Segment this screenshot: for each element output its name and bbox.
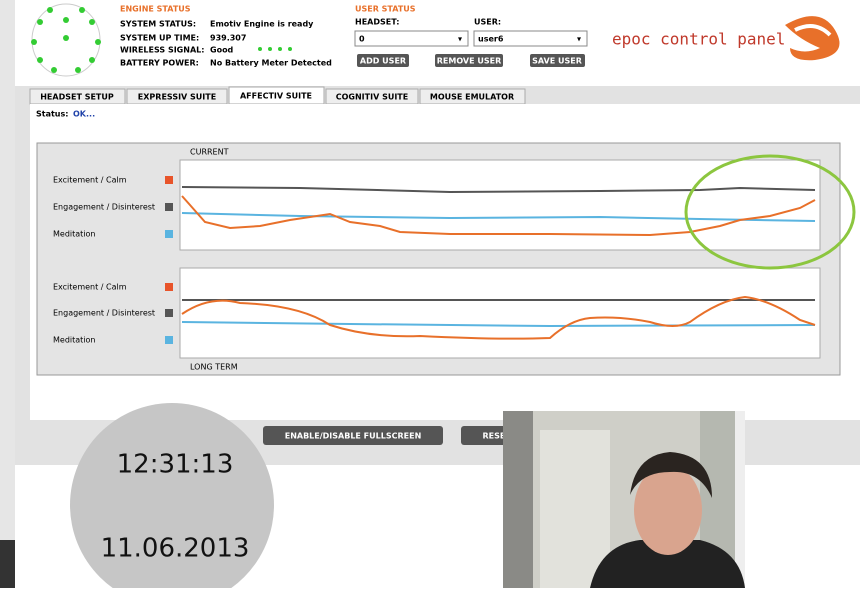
legend-label: Excitement / Calm bbox=[53, 283, 127, 292]
plot-area bbox=[179, 267, 821, 359]
webcam-view bbox=[503, 411, 745, 588]
tabs: HEADSET SETUP EXPRESSIV SUITE AFFECTIV S… bbox=[29, 86, 526, 105]
legend-label: Engagement / Disinterest bbox=[53, 203, 155, 212]
status-label: Status: bbox=[36, 110, 68, 119]
headset-value: 0 bbox=[359, 35, 365, 44]
user-select[interactable] bbox=[473, 30, 588, 47]
user-status-title: USER STATUS bbox=[355, 5, 416, 14]
button[interactable] bbox=[263, 426, 443, 445]
clock-circle bbox=[70, 403, 274, 592]
status-value: OK... bbox=[73, 110, 95, 119]
engine-status-title: ENGINE STATUS bbox=[120, 5, 191, 14]
tab-label: AFFECTIV SUITE bbox=[240, 92, 312, 101]
label: WIRELESS SIGNAL: bbox=[120, 46, 204, 55]
button-label: SAVE USER bbox=[532, 57, 582, 66]
label: USER: bbox=[474, 18, 501, 27]
engagement-line bbox=[181, 186, 816, 194]
legend-swatch bbox=[165, 230, 173, 238]
legend-label: Excitement / Calm bbox=[53, 176, 127, 185]
value: 939.307 bbox=[210, 34, 246, 43]
scrollbar-bottom bbox=[0, 540, 15, 588]
excitement-line bbox=[181, 295, 816, 340]
logo-icon bbox=[785, 16, 840, 61]
value: Emotiv Engine is ready bbox=[210, 20, 314, 29]
headset-icon bbox=[31, 3, 101, 77]
dropdown-arrow: ▾ bbox=[577, 35, 581, 44]
meditation-line bbox=[181, 212, 816, 222]
plot-area bbox=[179, 159, 821, 251]
button[interactable] bbox=[357, 54, 409, 67]
logo-text: epoc control panel bbox=[612, 30, 785, 49]
tab-label: COGNITIV SUITE bbox=[336, 93, 408, 102]
scrollbar[interactable] bbox=[0, 0, 15, 540]
label: HEADSET: bbox=[355, 18, 399, 27]
chart-title: LONG TERM bbox=[190, 363, 238, 372]
label: SYSTEM STATUS: bbox=[120, 20, 196, 29]
legend-swatch bbox=[165, 309, 173, 317]
legend-label: Meditation bbox=[53, 336, 96, 345]
value: Good bbox=[210, 46, 234, 55]
user-value: user6 bbox=[478, 35, 504, 44]
legend-swatch bbox=[165, 203, 173, 211]
button-label: ENABLE/DISABLE FULLSCREEN bbox=[285, 432, 422, 441]
legend-swatch bbox=[165, 336, 173, 344]
headset-select[interactable] bbox=[354, 30, 469, 47]
chart-title: CURRENT bbox=[190, 148, 229, 157]
dropdown-arrow: ▾ bbox=[458, 35, 462, 44]
button[interactable] bbox=[530, 54, 585, 67]
annotation-ellipse bbox=[684, 154, 856, 270]
clock-time: 12:31:13 bbox=[117, 450, 234, 480]
label: BATTERY POWER: bbox=[120, 59, 199, 68]
value: No Battery Meter Detected bbox=[210, 59, 332, 68]
clock-date: 11.06.2013 bbox=[101, 534, 250, 564]
tab-label: MOUSE EMULATOR bbox=[430, 93, 514, 102]
button-label: ADD USER bbox=[360, 57, 406, 66]
tab-label: EXPRESSIV SUITE bbox=[138, 93, 216, 102]
legend-swatch bbox=[165, 176, 173, 184]
legend-label: Engagement / Disinterest bbox=[53, 309, 155, 318]
excitement-line bbox=[181, 195, 816, 237]
button[interactable] bbox=[435, 54, 503, 67]
legend-label: Meditation bbox=[53, 230, 96, 239]
label: SYSTEM UP TIME: bbox=[120, 34, 199, 43]
legend-swatch bbox=[165, 283, 173, 291]
tab-label: HEADSET SETUP bbox=[40, 93, 114, 102]
button-label: REMOVE USER bbox=[437, 57, 502, 66]
signal-dots bbox=[258, 47, 292, 51]
